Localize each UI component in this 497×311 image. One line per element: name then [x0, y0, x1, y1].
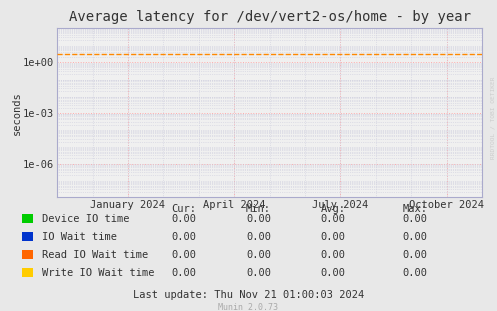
Text: 0.00: 0.00 [171, 268, 196, 278]
Text: 0.00: 0.00 [246, 268, 271, 278]
Text: 0.00: 0.00 [171, 214, 196, 224]
Text: IO Wait time: IO Wait time [42, 232, 117, 242]
Text: 0.00: 0.00 [246, 250, 271, 260]
Text: Read IO Wait time: Read IO Wait time [42, 250, 149, 260]
Text: Write IO Wait time: Write IO Wait time [42, 268, 155, 278]
Text: Munin 2.0.73: Munin 2.0.73 [219, 303, 278, 311]
Text: 0.00: 0.00 [403, 214, 427, 224]
Text: 0.00: 0.00 [171, 250, 196, 260]
Text: Min:: Min: [246, 204, 271, 214]
Text: Cur:: Cur: [171, 204, 196, 214]
Text: Max:: Max: [403, 204, 427, 214]
Y-axis label: seconds: seconds [12, 91, 22, 135]
Text: Avg:: Avg: [321, 204, 345, 214]
Text: 0.00: 0.00 [246, 232, 271, 242]
Text: 0.00: 0.00 [403, 250, 427, 260]
Text: Device IO time: Device IO time [42, 214, 130, 224]
Text: RRDTOOL / TOBI OETIKER: RRDTOOL / TOBI OETIKER [491, 77, 496, 160]
Text: 0.00: 0.00 [246, 214, 271, 224]
Text: 0.00: 0.00 [321, 250, 345, 260]
Text: 0.00: 0.00 [403, 232, 427, 242]
Text: 0.00: 0.00 [171, 232, 196, 242]
Text: 0.00: 0.00 [403, 268, 427, 278]
Title: Average latency for /dev/vert2-os/home - by year: Average latency for /dev/vert2-os/home -… [69, 10, 471, 24]
Text: 0.00: 0.00 [321, 232, 345, 242]
Text: 0.00: 0.00 [321, 268, 345, 278]
Text: 0.00: 0.00 [321, 214, 345, 224]
Text: Last update: Thu Nov 21 01:00:03 2024: Last update: Thu Nov 21 01:00:03 2024 [133, 290, 364, 300]
